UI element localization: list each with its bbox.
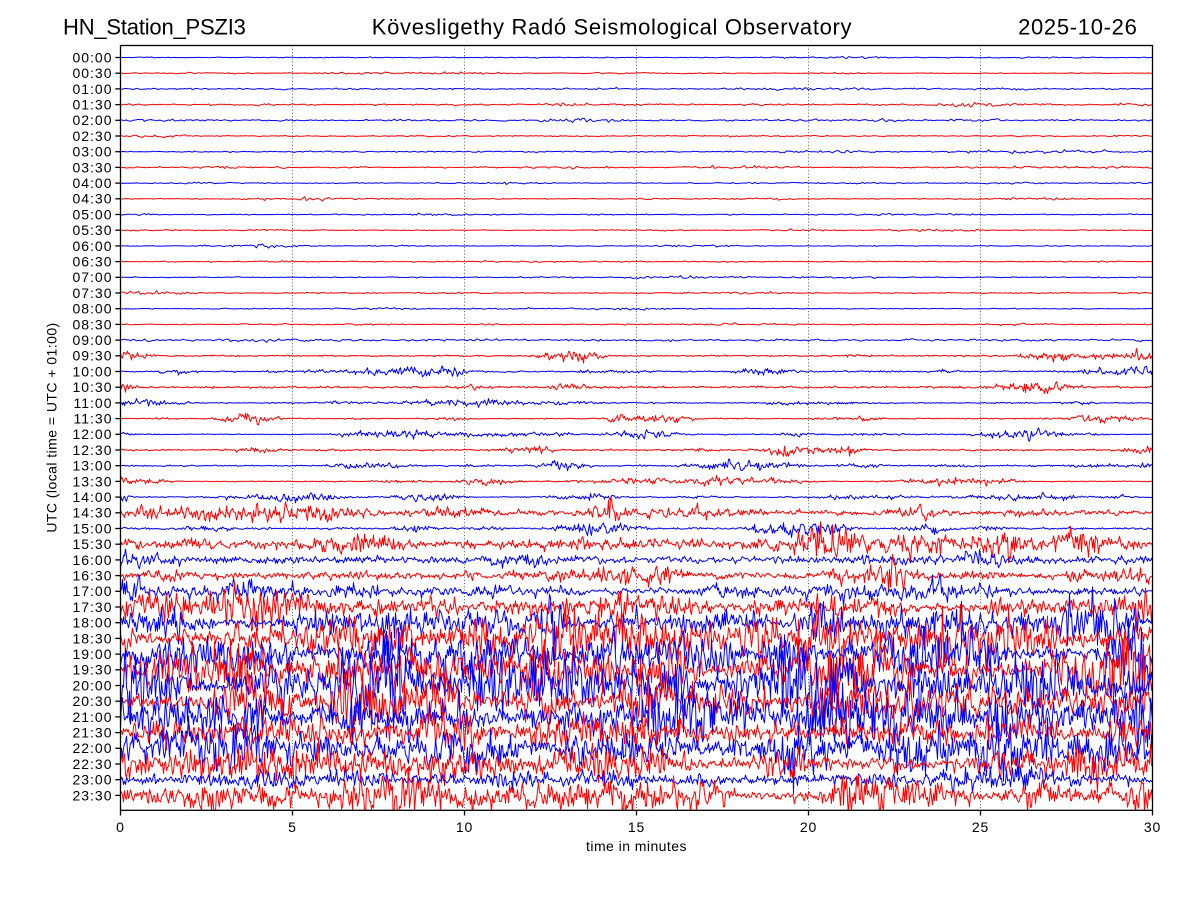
svg-text:14:00: 14:00 [72,489,112,505]
svg-text:04:30: 04:30 [72,191,112,207]
svg-text:Kövesligethy Radó Seismologica: Kövesligethy Radó Seismological Observat… [372,15,852,40]
svg-text:12:30: 12:30 [72,442,112,458]
svg-text:23:00: 23:00 [72,772,112,788]
svg-text:11:30: 11:30 [74,411,113,427]
svg-text:18:00: 18:00 [72,615,112,631]
svg-text:21:00: 21:00 [72,709,112,725]
svg-text:02:30: 02:30 [72,128,112,144]
svg-text:15: 15 [628,819,645,835]
svg-text:10: 10 [456,819,473,835]
svg-text:0: 0 [116,819,125,835]
svg-text:12:00: 12:00 [72,426,112,442]
svg-text:30: 30 [1144,819,1161,835]
svg-text:20: 20 [800,819,817,835]
svg-text:17:00: 17:00 [72,583,112,599]
svg-text:16:00: 16:00 [72,552,112,568]
svg-text:07:00: 07:00 [72,269,112,285]
svg-text:25: 25 [972,819,989,835]
svg-text:02:00: 02:00 [72,112,112,128]
svg-text:10:30: 10:30 [72,379,112,395]
svg-text:21:30: 21:30 [72,725,112,741]
svg-text:19:00: 19:00 [72,646,112,662]
svg-text:00:30: 00:30 [72,65,112,81]
svg-text:HN_Station_PSZI3: HN_Station_PSZI3 [63,15,246,40]
svg-text:09:30: 09:30 [72,348,112,364]
svg-text:16:30: 16:30 [72,568,112,584]
svg-text:15:00: 15:00 [72,520,112,536]
svg-text:11:00: 11:00 [74,395,113,411]
svg-text:06:00: 06:00 [72,238,112,254]
svg-text:06:30: 06:30 [72,254,112,270]
svg-text:22:00: 22:00 [72,740,112,756]
svg-text:00:00: 00:00 [72,49,112,65]
svg-text:03:00: 03:00 [72,144,112,160]
svg-text:04:00: 04:00 [72,175,112,191]
svg-text:09:00: 09:00 [72,332,112,348]
svg-text:20:00: 20:00 [72,677,112,693]
svg-text:UTC (local time = UTC + 01:00): UTC (local time = UTC + 01:00) [44,322,60,532]
svg-text:07:30: 07:30 [72,285,112,301]
svg-text:23:30: 23:30 [72,787,112,803]
svg-text:05:00: 05:00 [72,206,112,222]
svg-text:19:30: 19:30 [72,662,112,678]
svg-text:5: 5 [288,819,297,835]
svg-text:14:30: 14:30 [72,505,112,521]
svg-text:15:30: 15:30 [72,536,112,552]
svg-text:22:30: 22:30 [72,756,112,772]
svg-text:05:30: 05:30 [72,222,112,238]
svg-text:10:00: 10:00 [72,363,112,379]
svg-text:17:30: 17:30 [72,599,112,615]
svg-text:08:30: 08:30 [72,316,112,332]
svg-text:18:30: 18:30 [72,630,112,646]
svg-text:13:00: 13:00 [72,458,112,474]
svg-text:time in minutes: time in minutes [586,838,687,854]
svg-text:03:30: 03:30 [72,159,112,175]
svg-text:08:00: 08:00 [72,301,112,317]
svg-text:20:30: 20:30 [72,693,112,709]
svg-text:13:30: 13:30 [72,473,112,489]
svg-text:01:30: 01:30 [72,97,112,113]
svg-text:01:00: 01:00 [72,81,112,97]
svg-text:2025-10-26: 2025-10-26 [1018,15,1137,40]
